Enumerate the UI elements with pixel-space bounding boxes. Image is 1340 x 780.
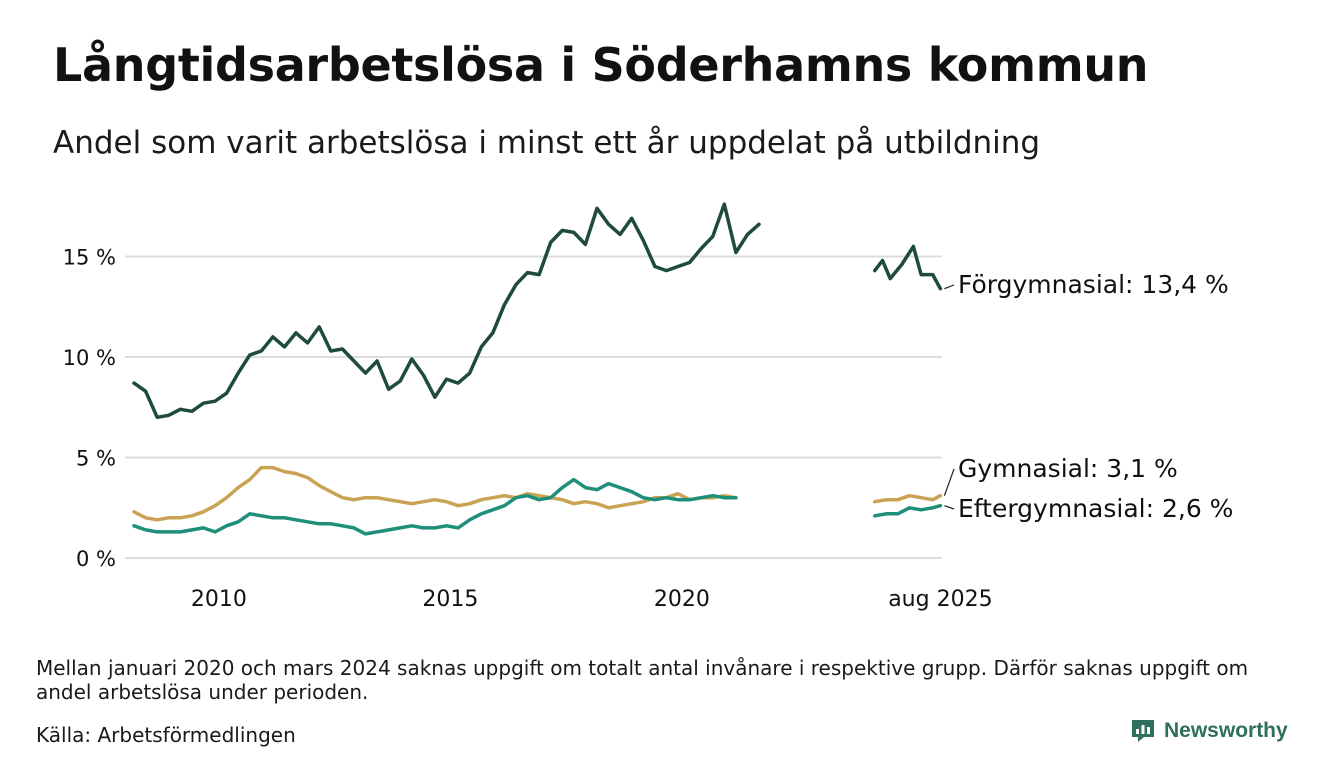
label-connector (943, 468, 955, 496)
series-end-labels: Förgymnasial: 13,4 % Gymnasial: 3,1 % Efte… (943, 270, 1233, 523)
label-connector (944, 284, 955, 290)
brand-name: Newsworthy (1164, 719, 1288, 742)
y-tick-label: 5 % (76, 447, 116, 471)
chart-subtitle: Andel som varit arbetslösa i minst ett å… (53, 125, 1041, 161)
x-tick-label-end: aug 2025 (888, 587, 992, 612)
series-lines (132, 202, 943, 536)
newsworthy-logo-icon (1132, 720, 1154, 742)
chart-note: Mellan januari 2020 och mars 2024 saknas… (36, 656, 1249, 704)
x-tick-label: 2015 (422, 587, 478, 612)
x-axis-tick-labels: 2010 2015 2020 aug 2025 (191, 587, 993, 612)
series-end-label-förgymnasial: Förgymnasial: 13,4 % (958, 270, 1229, 299)
x-tick-label: 2020 (654, 587, 710, 612)
y-tick-label: 15 % (63, 246, 116, 270)
y-tick-label: 10 % (63, 346, 116, 370)
brand-logo: Newsworthy (1130, 718, 1288, 744)
gridlines (125, 255, 942, 559)
line-chart: 0 % 5 % 10 % 15 % 2010 2015 2020 aug 2025 Förg… (63, 202, 1233, 612)
label-connector (944, 505, 955, 510)
y-axis-tick-labels: 0 % 5 % 10 % 15 % (63, 246, 116, 572)
series-end-label-eftergymnasial: Eftergymnasial: 2,6 % (958, 494, 1233, 523)
chart-title: Långtidsarbetslösa i Söderhamns kommun (53, 38, 1149, 92)
series-line-förgymnasial (132, 202, 943, 420)
series-end-label-gymnasial: Gymnasial: 3,1 % (958, 454, 1178, 483)
chart-source: Källa: Arbetsförmedlingen (36, 723, 296, 747)
x-tick-label: 2010 (191, 587, 247, 612)
series-line-eftergymnasial (132, 477, 943, 536)
y-tick-label: 0 % (76, 547, 116, 571)
series-line-gymnasial (132, 465, 943, 522)
